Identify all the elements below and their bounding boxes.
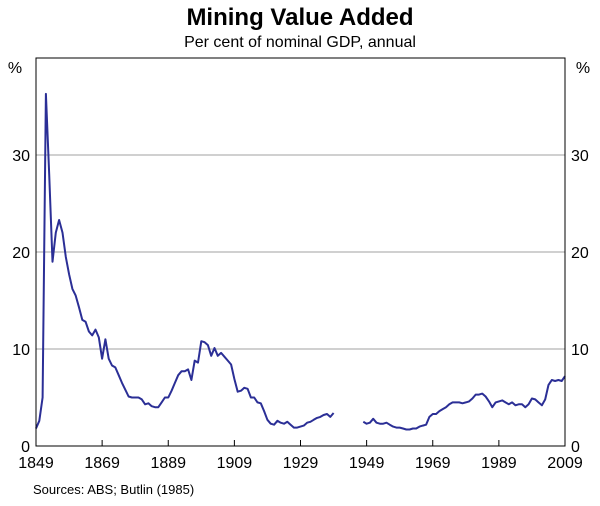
y-tick-label-right: 10 xyxy=(571,342,589,359)
x-tick-label: 1889 xyxy=(150,455,186,472)
y-tick-label-right: 30 xyxy=(571,148,589,165)
y-tick-label-left: 20 xyxy=(12,245,30,262)
series-line-segment xyxy=(35,92,335,429)
y-tick-label-right: 0 xyxy=(571,439,580,456)
y-unit-right: % xyxy=(576,60,590,77)
y-tick-label-left: 10 xyxy=(12,342,30,359)
x-tick-label: 1949 xyxy=(349,455,385,472)
chart-title: Mining Value Added xyxy=(186,4,414,31)
y-axis-ticks: 0 0 10 10 20 20 30 30 xyxy=(12,148,589,456)
x-tick-label: 1989 xyxy=(481,455,517,472)
x-tick-label: 1869 xyxy=(84,455,120,472)
gridlines xyxy=(36,154,565,350)
y-tick-label-left: 30 xyxy=(12,148,30,165)
y-unit-left: % xyxy=(8,60,22,77)
source-note: Sources: ABS; Butlin (1985) xyxy=(33,482,195,497)
x-tick-label: 1969 xyxy=(415,455,451,472)
y-tick-label-left: 0 xyxy=(21,439,30,456)
x-tick-label: 2009 xyxy=(547,455,583,472)
y-tick-label-right: 20 xyxy=(571,245,589,262)
series-line-segment xyxy=(362,375,566,431)
x-tick-label: 1909 xyxy=(217,455,253,472)
x-tick-label: 1929 xyxy=(283,455,319,472)
series-line xyxy=(35,92,566,431)
x-tick-label: 1849 xyxy=(18,455,54,472)
x-axis-ticks: 1849 1869 1889 1909 1929 1949 1969 1989 2009 xyxy=(18,440,583,472)
chart-subtitle: Per cent of nominal GDP, annual xyxy=(184,34,416,51)
